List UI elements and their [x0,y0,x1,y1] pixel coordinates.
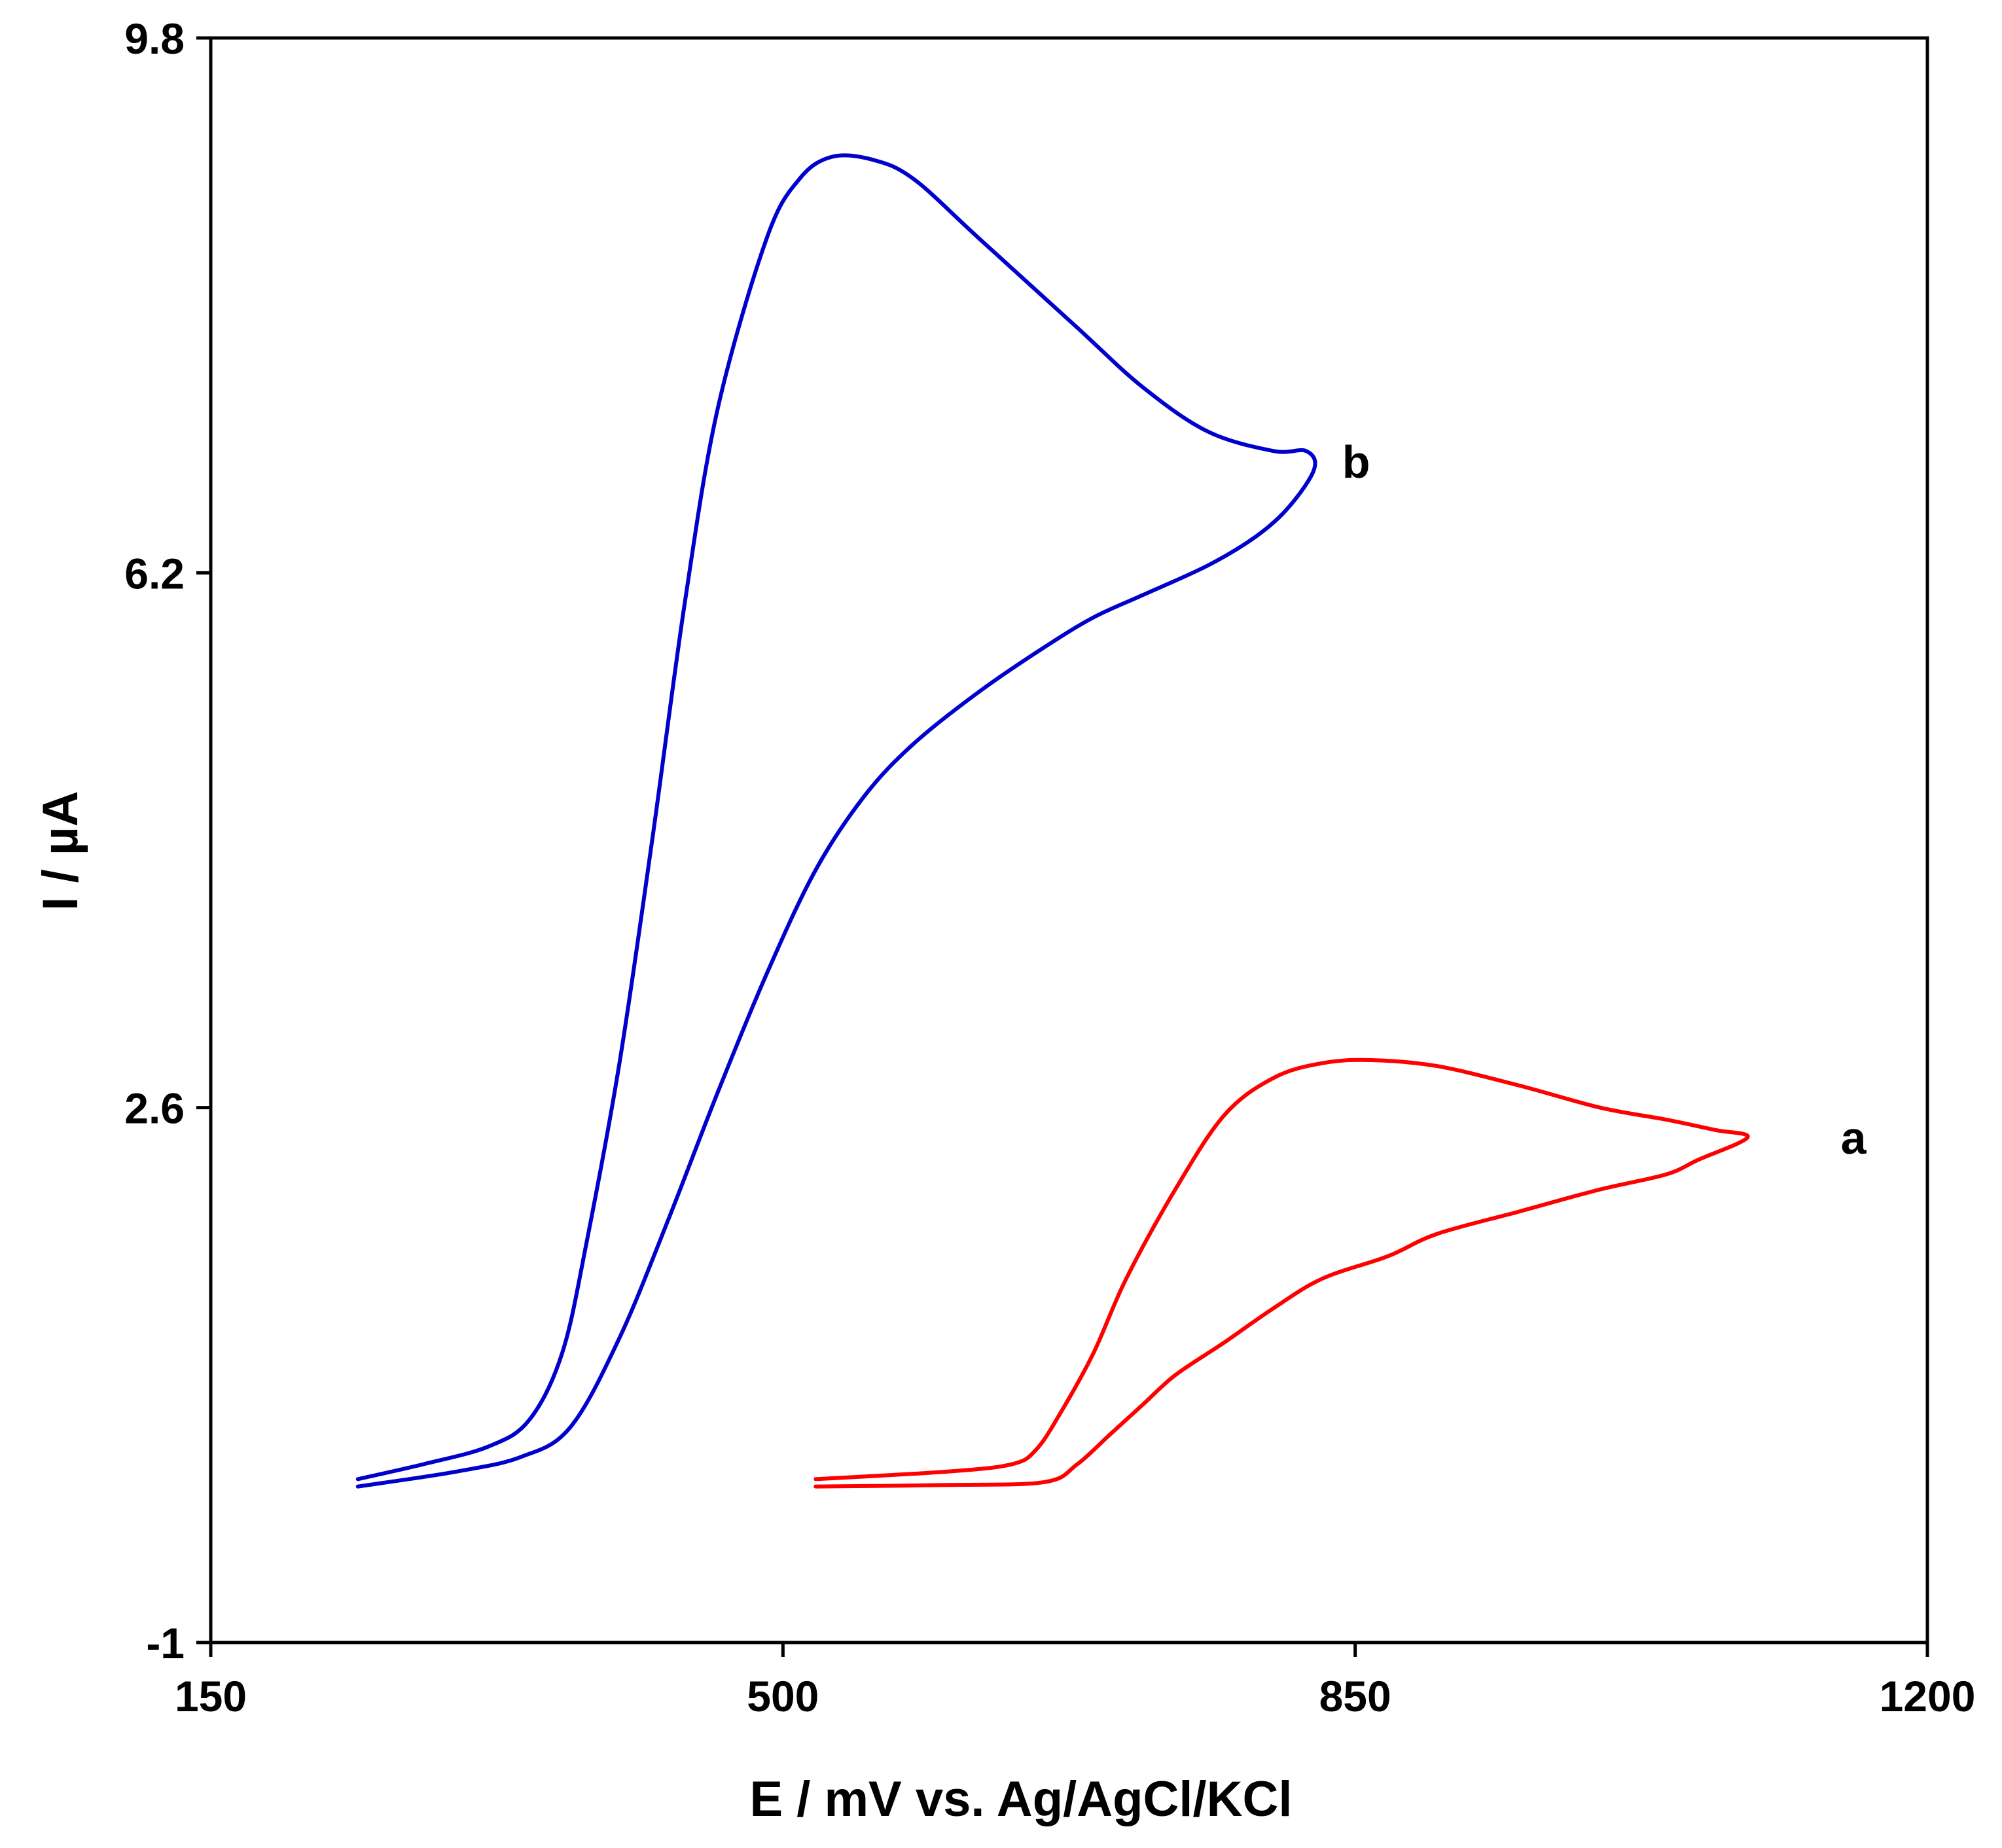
y-tick-label: -1 [146,1619,185,1667]
x-tick-label: 1200 [1880,1672,1976,1720]
ticks-layer [196,36,1929,1657]
x-axis-title: E / mV vs. Ag/AgCl/KCl [749,1771,1292,1827]
plot-frame [209,36,1929,1644]
y-axis-title: I / µA [33,791,88,910]
x-tick-label: 850 [1319,1672,1391,1720]
curves-layer [355,153,1750,1489]
x-tick-label: 150 [175,1672,247,1720]
series-line-b [355,153,1317,1489]
tick-labels-layer: 150 500 850 1200 -1 2.6 6.2 9.8 [124,14,1975,1720]
y-tick-label: 6.2 [124,549,185,597]
curve-labels-layer: ab [1342,436,1867,1164]
y-tick-label: 9.8 [124,14,185,63]
y-tick-label: 2.6 [124,1084,185,1133]
x-tick-label: 500 [747,1672,819,1720]
series-line-a [813,1057,1750,1489]
series-label-b: b [1342,436,1370,488]
series-label-a: a [1841,1112,1867,1164]
